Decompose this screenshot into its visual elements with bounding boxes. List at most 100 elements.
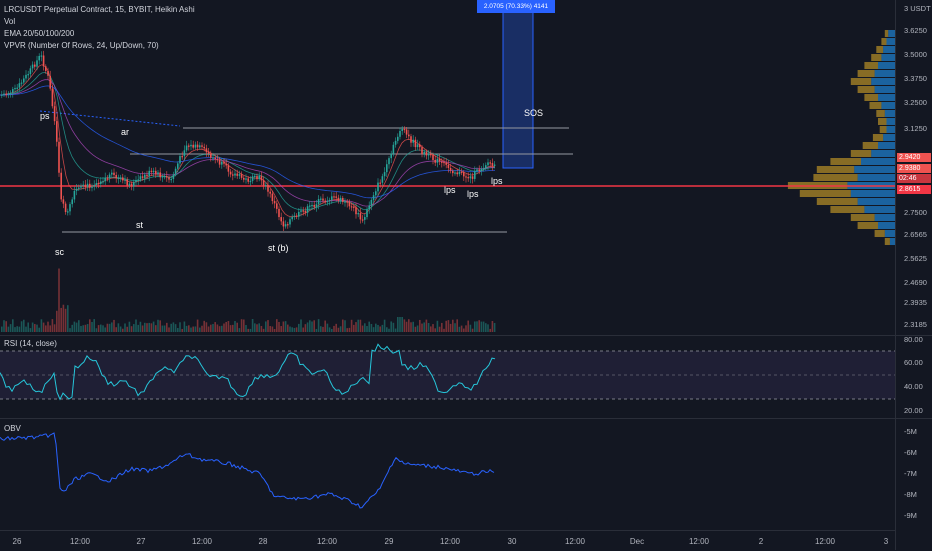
candle-body [159,172,161,178]
candle-body [212,157,214,159]
volume-bar [269,326,271,332]
obv-pane[interactable]: OBV [0,419,895,527]
volume-bar [482,321,485,332]
price-tag-secondary: 2.9380 [897,164,931,173]
volume-bar [243,319,245,332]
symbol-legend[interactable]: LRCUSDT Perpetual Contract, 15, BYBIT, H… [4,5,195,14]
candle-body [438,158,441,162]
pane-separator-2[interactable] [0,418,932,419]
volume-bar [148,322,150,332]
volume-bar [51,319,54,332]
candle-body [45,66,47,71]
candle-body [234,173,236,176]
candle-body [93,185,95,187]
vpvr-up-bar [881,54,895,61]
price-chart-pane[interactable]: LRCUSDT Perpetual Contract, 15, BYBIT, H… [0,0,895,335]
vpvr-down-bar [857,86,875,93]
candle-body [126,179,128,186]
time-label: 29 [384,537,394,546]
candle-body [309,205,311,207]
time-axis[interactable]: 26 12:00 27 12:00 28 12:00 29 12:00 30 1… [0,530,895,551]
candle-body [141,176,144,178]
vpvr-down-bar [869,102,882,109]
candle-body [423,151,425,154]
candle-body [348,201,351,207]
candle-body [364,217,366,220]
measure-badge: 2.0705 (70.33%) 4141 [477,0,555,13]
candle-body [394,140,397,145]
volume-bar [359,319,362,332]
volume-bar [104,327,106,332]
volume-bar [489,328,491,332]
candle-body [152,170,155,173]
volume-bar [306,322,309,332]
candle-body [130,183,133,187]
volume-bar [91,321,93,332]
pane-separator[interactable] [0,335,932,336]
candle-body [410,136,412,143]
candle-body [5,93,7,95]
ema-legend[interactable]: EMA 20/50/100/200 [4,29,75,38]
volume-bar [29,328,32,332]
volume-bar [309,320,311,332]
volume-bar [144,322,146,332]
volume-bar [82,325,84,332]
candle-body [326,200,329,203]
price-scale[interactable]: 3 USDT 3.6250 3.5000 3.3750 3.2500 3.125… [895,0,932,550]
vpvr-legend[interactable]: VPVR (Number Of Rows, 24, Up/Down, 70) [4,41,159,50]
volume-bar [139,321,142,332]
candle-body [361,219,364,221]
vpvr-up-bar [857,198,895,205]
volume-bar [463,328,465,332]
candle-body [150,170,153,173]
rsi-pane[interactable]: RSI (14, close) [0,336,895,418]
candle-body [122,177,124,181]
price-unit-label[interactable]: 3 USDT [904,4,931,13]
candle-body [427,154,430,156]
volume-bar [487,324,489,332]
price-chart-svg [0,0,895,332]
vpvr-up-bar [850,190,895,197]
vpvr-up-bar [883,46,895,53]
volume-bar [421,323,423,332]
volume-legend[interactable]: Vol [4,17,16,26]
volume-bar [174,324,177,332]
candle-body [251,176,254,181]
volume-bar [245,325,247,332]
vpvr-up-bar [881,102,895,109]
volume-bar [276,319,278,332]
candle-body [458,171,461,175]
volume-bar [181,328,183,332]
volume-bar [344,320,346,332]
volume-bar [93,319,95,332]
candle-body [78,187,80,189]
vpvr-down-bar [881,38,887,45]
volume-bar [212,324,214,332]
volume-bar [313,320,315,332]
volume-bar [80,325,82,332]
volume-bar [194,326,197,332]
candle-body [287,224,289,226]
volume-bar [394,328,397,332]
candle-body [7,93,10,95]
candle-body [328,199,331,202]
annotation-sos: SOS [524,108,544,118]
candle-body [441,161,443,163]
time-label: 2 [758,537,764,546]
candle-body [3,93,5,95]
candle-body [493,164,496,166]
vpvr-up-bar [878,62,895,69]
candle-body [69,204,71,212]
volume-bar [159,320,161,332]
candle-body [97,183,100,185]
volume-bar [469,324,472,332]
candle-body [282,221,285,227]
obv-legend[interactable]: OBV [4,424,21,433]
candle-body [469,176,472,179]
candle-body [320,198,322,200]
rsi-legend[interactable]: RSI (14, close) [4,339,57,348]
volume-bar [34,324,36,332]
candle-body [304,211,307,213]
candle-body [80,185,82,188]
volume-bar [427,322,430,332]
